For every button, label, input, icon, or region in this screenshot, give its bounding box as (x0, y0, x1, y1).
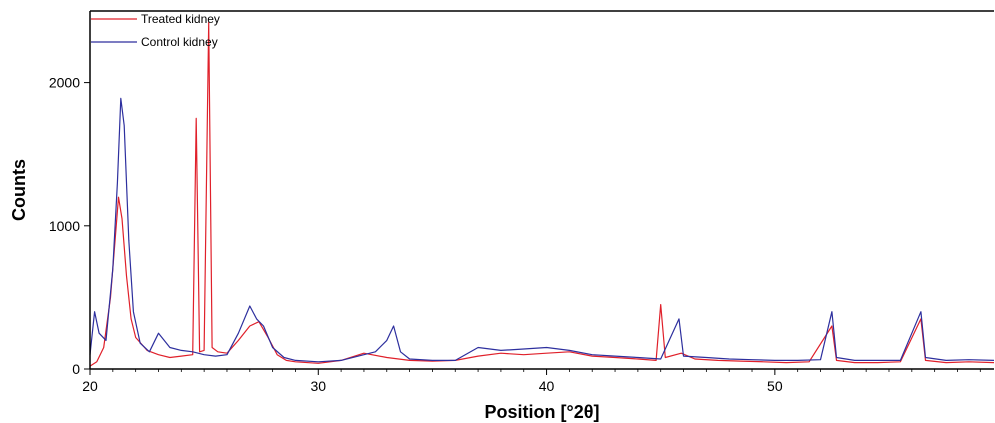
y-tick-label-1: 1000 (49, 218, 80, 234)
series-layer (89, 21, 995, 367)
legend-label-treated: Treated kidney (141, 12, 220, 26)
x-tick-label-0: 20 (82, 378, 98, 394)
ticks-layer: 20 30 40 50 0 1000 2000 (49, 75, 981, 394)
legend: Treated kidney Control kidney (91, 12, 220, 49)
series-line-0 (89, 21, 995, 367)
legend-label-control: Control kidney (141, 35, 218, 49)
y-axis-title: Counts (9, 159, 29, 221)
x-tick-label-1: 30 (310, 378, 326, 394)
y-tick-label-0: 0 (72, 361, 80, 377)
y-tick-label-2: 2000 (49, 75, 80, 91)
x-axis-title: Position [°2θ] (485, 402, 600, 422)
x-tick-label-2: 40 (539, 378, 555, 394)
x-tick-label-3: 50 (767, 378, 783, 394)
series-line-1 (89, 97, 995, 363)
